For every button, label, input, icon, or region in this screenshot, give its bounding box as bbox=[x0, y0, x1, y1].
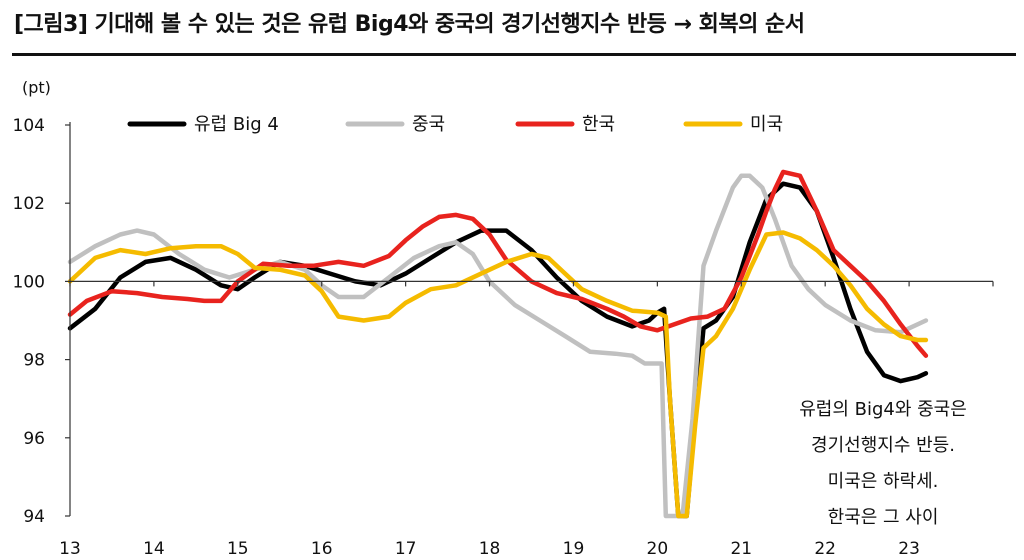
y-tick-label: 94 bbox=[23, 507, 45, 527]
series-line-2 bbox=[67, 173, 929, 519]
legend-label: 중국 bbox=[412, 114, 445, 135]
annotation-line: 미국은 하락세. bbox=[827, 471, 939, 492]
legend: 유럽 Big 4 중국 한국 미국 bbox=[127, 114, 783, 135]
y-tick-label: 102 bbox=[13, 194, 45, 214]
x-tick-label: 16 bbox=[311, 539, 333, 559]
annotation-line: 경기선행지수 반등. bbox=[811, 435, 955, 456]
x-tick-label: 22 bbox=[814, 539, 836, 559]
x-tick-label: 14 bbox=[143, 539, 165, 559]
axis-layer bbox=[65, 122, 994, 517]
x-tick-label: 15 bbox=[227, 539, 249, 559]
series-line-4 bbox=[67, 230, 929, 519]
tick-layer: 94 96 98 100 102 104 13 14 15 16 17 18 19 20 21 22 23 bbox=[13, 116, 920, 559]
y-tick-label: 104 bbox=[13, 116, 45, 136]
annotation-line: 유럽의 Big4와 중국은 bbox=[799, 399, 967, 420]
title-divider bbox=[12, 53, 1016, 56]
x-tick-label: 23 bbox=[898, 539, 920, 559]
series-layer bbox=[67, 169, 929, 519]
y-axis-unit-label: (pt) bbox=[22, 78, 51, 97]
y-tick-label: 100 bbox=[13, 272, 45, 292]
chart-title: [그림3] 기대해 볼 수 있는 것은 유럽 Big4와 중국의 경기선행지수 … bbox=[14, 12, 805, 37]
x-tick-label: 20 bbox=[647, 539, 669, 559]
x-tick-label: 18 bbox=[479, 539, 501, 559]
x-tick-label: 21 bbox=[730, 539, 752, 559]
legend-label: 한국 bbox=[582, 114, 615, 135]
y-tick-label: 96 bbox=[23, 429, 45, 449]
x-tick-label: 13 bbox=[59, 539, 81, 559]
annotation-line: 한국은 그 사이 bbox=[827, 507, 939, 528]
y-tick-label: 98 bbox=[23, 351, 45, 371]
x-tick-label: 17 bbox=[395, 539, 417, 559]
legend-label: 미국 bbox=[750, 114, 783, 135]
annotation-box: 유럽의 Big4와 중국은 경기선행지수 반등. 미국은 하락세. 한국은 그 … bbox=[768, 392, 998, 536]
x-tick-label: 19 bbox=[563, 539, 585, 559]
series-line-1 bbox=[67, 181, 929, 519]
legend-label: 유럽 Big 4 bbox=[194, 114, 279, 135]
series-line-3 bbox=[67, 169, 929, 358]
